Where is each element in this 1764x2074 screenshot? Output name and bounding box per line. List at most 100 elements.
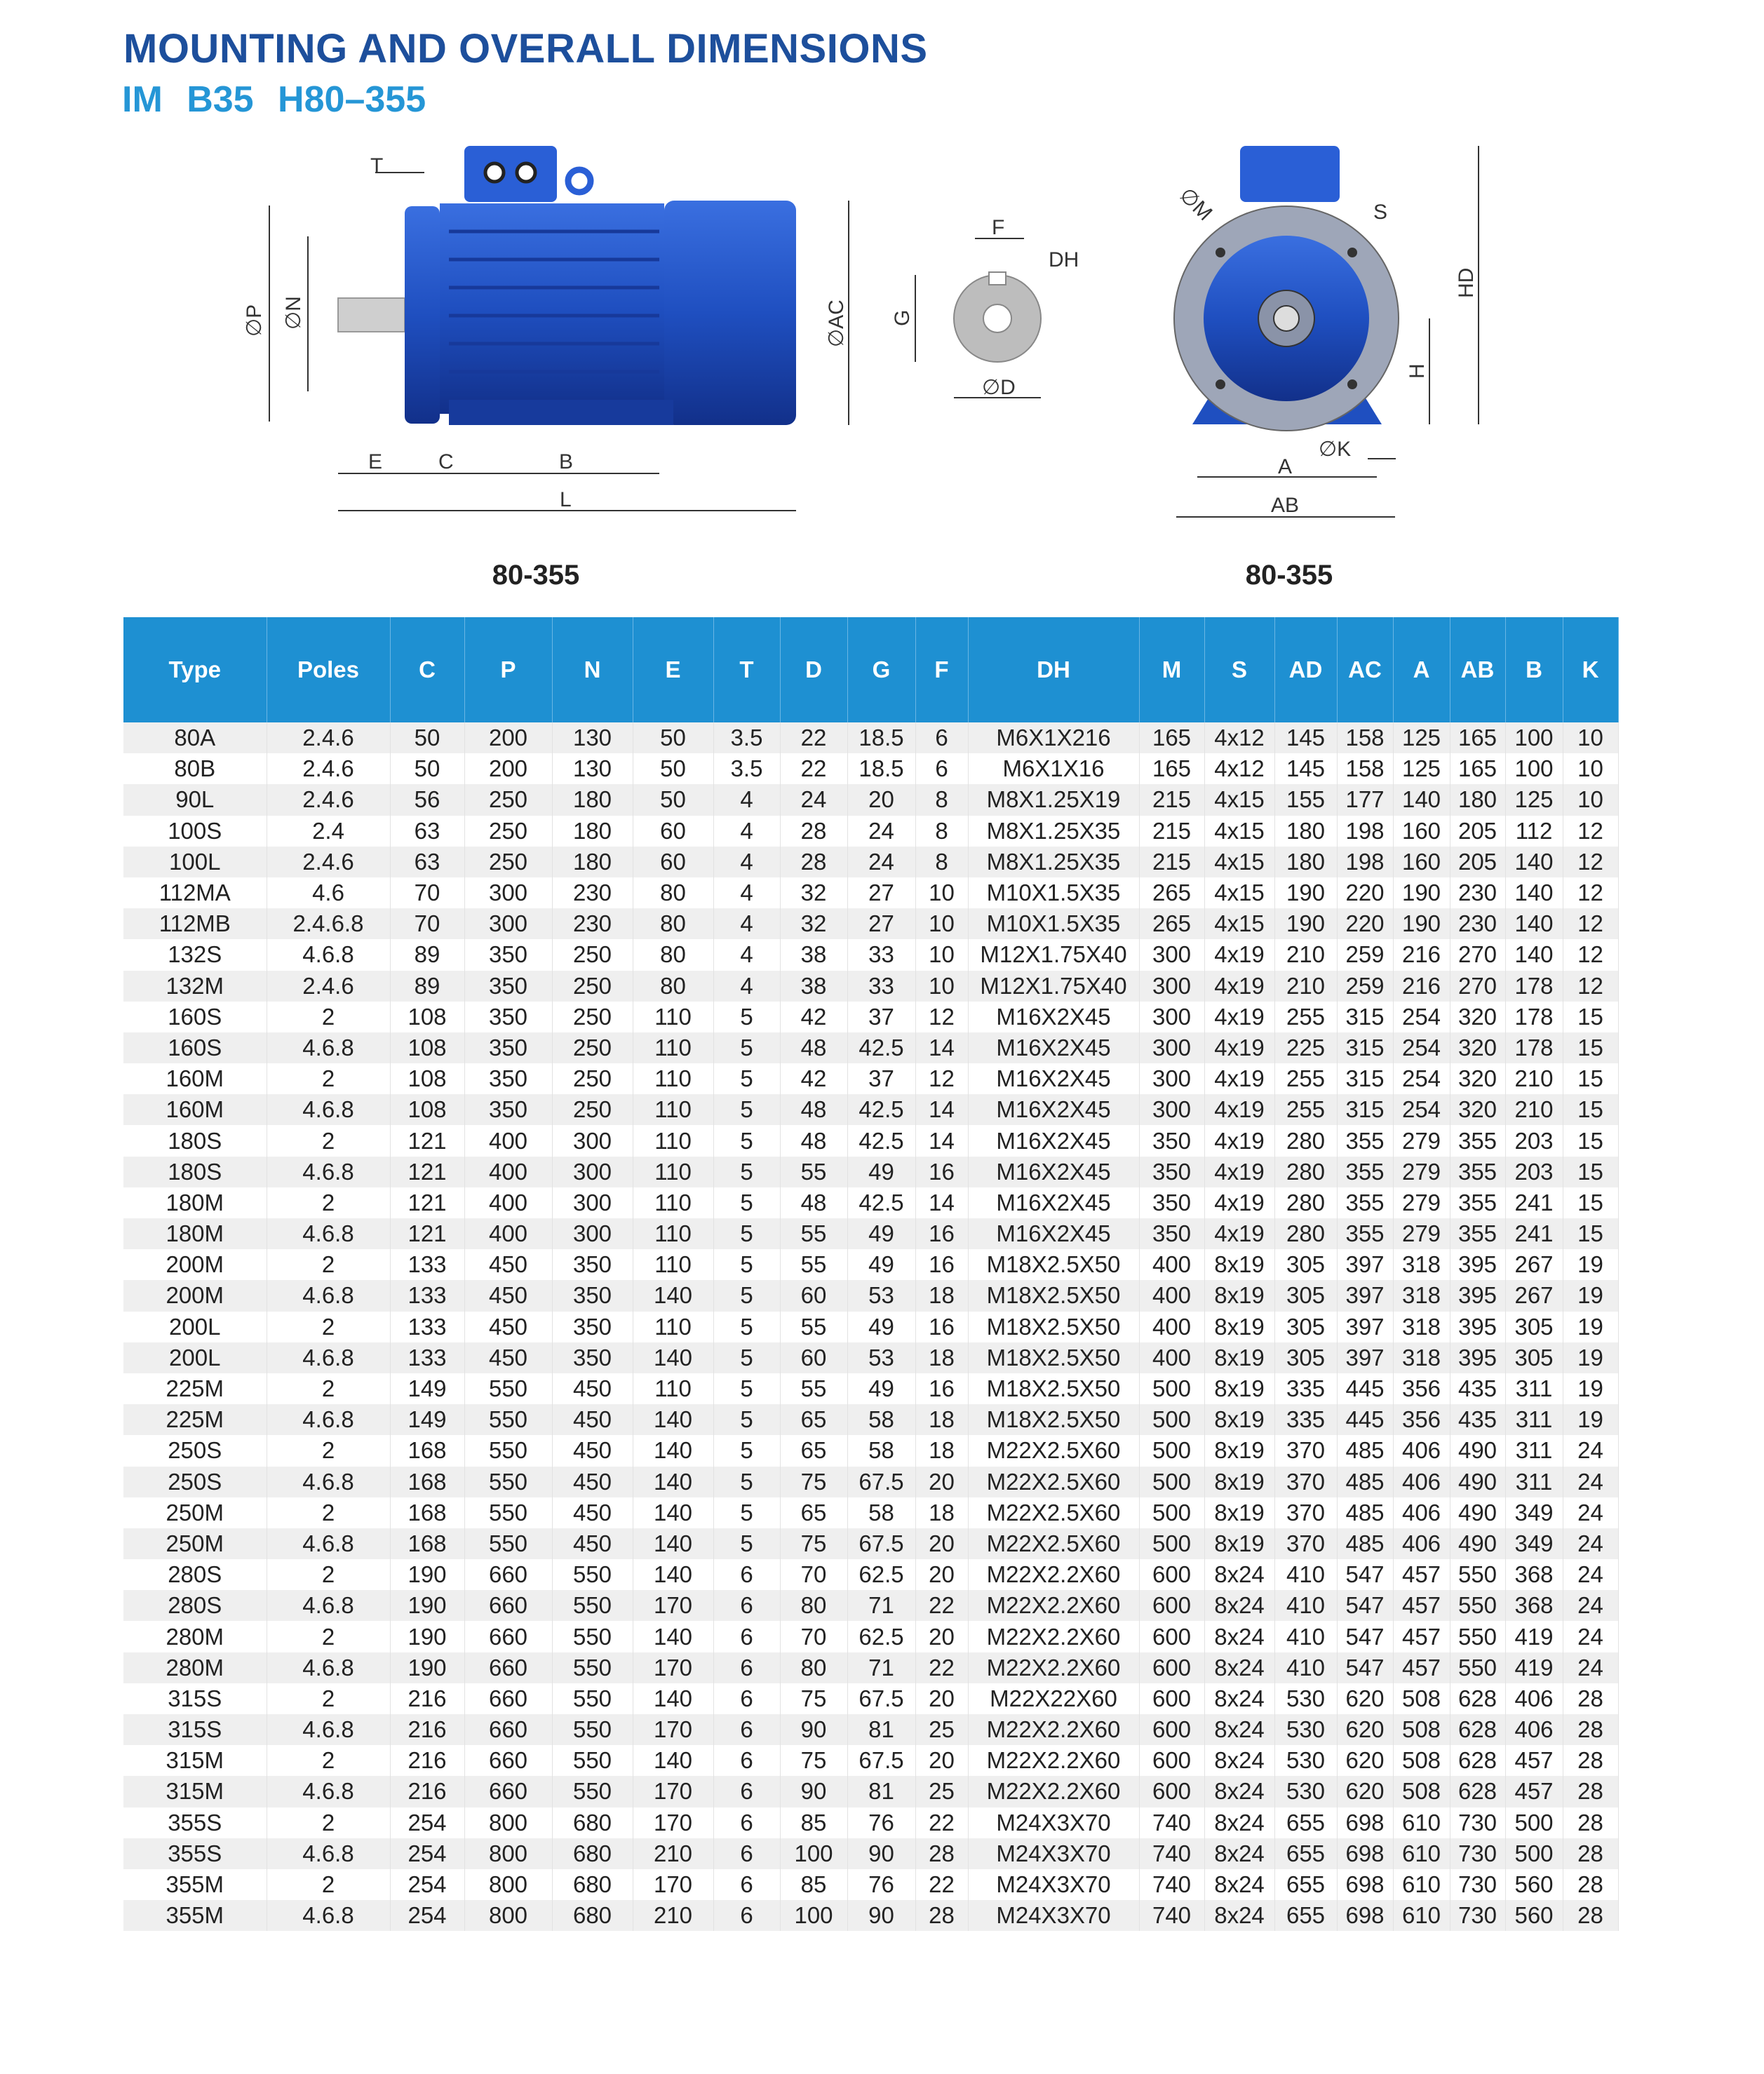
column-header-a: A [1393,617,1450,722]
cell-d: 48 [780,1032,848,1064]
cell-ac: 485 [1337,1435,1394,1467]
cell-g: 62.5 [847,1621,916,1652]
cell-dh: M16X2X45 [968,1063,1140,1095]
cell-n: 450 [552,1404,633,1436]
cell-ac: 315 [1337,1032,1394,1064]
cell-s: 4x19 [1204,939,1275,971]
cell-ad: 280 [1274,1156,1338,1187]
cell-d: 60 [780,1342,848,1373]
cell-t: 5 [713,1342,781,1373]
cell-dh: M22X2.5X60 [968,1435,1140,1467]
cell-p: 550 [464,1404,553,1436]
cell-b: 457 [1505,1776,1563,1807]
cell-ad: 530 [1274,1776,1338,1807]
cell-e: 80 [633,970,714,1002]
cell-t: 3.5 [713,753,781,785]
cell-k: 15 [1563,1032,1619,1064]
cell-e: 140 [633,1280,714,1312]
cell-n: 230 [552,877,633,909]
cell-c: 254 [390,1807,465,1838]
cell-k: 19 [1563,1280,1619,1312]
cell-d: 42 [780,1001,848,1032]
cell-c: 108 [390,1094,465,1126]
cell-g: 53 [847,1342,916,1373]
cell-d: 28 [780,846,848,877]
cell-ab: 320 [1450,1001,1506,1032]
cell-b: 100 [1505,753,1563,785]
cell-dh: M22X2.2X60 [968,1776,1140,1807]
cell-type: 90L [123,784,267,816]
cell-ad: 410 [1274,1559,1338,1591]
table-row: 90L 2.4.6 56 250 180 50 4 24 20 8 M8X1.25X19 215 4x1… [123,784,1619,816]
cell-poles: 4.6.8 [267,1714,391,1746]
table-row: 280S 4.6.8 190 660 550 170 6 80 71 22 M22X2.2X60 60… [123,1590,1619,1622]
cell-ad: 280 [1274,1125,1338,1157]
cell-p: 350 [464,1063,553,1095]
cell-g: 37 [847,1001,916,1032]
dim-label-f: F [992,216,1004,239]
cell-ad: 370 [1274,1497,1338,1528]
cell-e: 50 [633,722,714,754]
cell-a: 610 [1393,1868,1450,1901]
cell-k: 12 [1563,939,1619,971]
cell-ab: 320 [1450,1063,1506,1095]
cell-e: 110 [633,1156,714,1187]
cell-t: 6 [713,1900,781,1932]
cell-s: 8x24 [1204,1838,1275,1869]
cell-a: 610 [1393,1838,1450,1869]
table-row: 180M 2 121 400 300 110 5 48 42.5 14 M16X2X45 350 4x1… [123,1187,1619,1218]
dim-label-d: ∅D [982,376,1016,399]
cell-t: 5 [713,1249,781,1281]
cell-m: 300 [1139,1001,1205,1032]
cell-d: 24 [780,784,848,816]
cell-p: 660 [464,1652,553,1683]
cell-k: 24 [1563,1621,1619,1652]
column-header-s: S [1204,617,1275,722]
cell-f: 22 [915,1590,969,1622]
cell-s: 8x19 [1204,1497,1275,1528]
cell-ac: 397 [1337,1342,1394,1373]
cell-k: 24 [1563,1652,1619,1683]
shaft-section [953,271,1042,363]
cell-ac: 620 [1337,1683,1394,1714]
cell-f: 18 [915,1404,969,1436]
cell-t: 4 [713,877,781,909]
cell-a: 457 [1393,1559,1450,1591]
cell-d: 80 [780,1652,848,1683]
cell-f: 16 [915,1373,969,1405]
cell-g: 49 [847,1156,916,1187]
cell-type: 180M [123,1187,267,1218]
cell-m: 600 [1139,1745,1205,1777]
cell-dh: M16X2X45 [968,1001,1140,1032]
cell-f: 14 [915,1187,969,1218]
cell-dh: M12X1.75X40 [968,970,1140,1002]
cell-a: 318 [1393,1311,1450,1342]
cell-b: 560 [1505,1868,1563,1901]
cell-g: 90 [847,1900,916,1932]
cell-k: 28 [1563,1868,1619,1901]
cell-ad: 305 [1274,1342,1338,1373]
cell-f: 20 [915,1466,969,1497]
cell-dh: M8X1.25X35 [968,846,1140,877]
cell-c: 89 [390,970,465,1002]
cell-d: 100 [780,1838,848,1869]
cell-ab: 320 [1450,1032,1506,1064]
cell-poles: 4.6.8 [267,1900,391,1932]
page-subtitle: IM B35 H80–355 [122,79,426,120]
cell-n: 680 [552,1807,633,1838]
cell-poles: 2 [267,1559,391,1591]
cell-d: 38 [780,970,848,1002]
cell-a: 610 [1393,1900,1450,1932]
column-header-m: M [1139,617,1205,722]
cell-s: 4x19 [1204,1094,1275,1126]
cell-e: 140 [633,1466,714,1497]
cell-dh: M18X2.5X50 [968,1249,1140,1281]
dim-label-hd: HD [1455,268,1478,298]
cell-dh: M22X2.2X60 [968,1652,1140,1683]
cell-s: 8x19 [1204,1373,1275,1405]
cell-type: 355M [123,1900,267,1932]
cell-ac: 485 [1337,1528,1394,1560]
cell-b: 140 [1505,908,1563,940]
cell-s: 4x19 [1204,1218,1275,1250]
cell-ac: 620 [1337,1776,1394,1807]
